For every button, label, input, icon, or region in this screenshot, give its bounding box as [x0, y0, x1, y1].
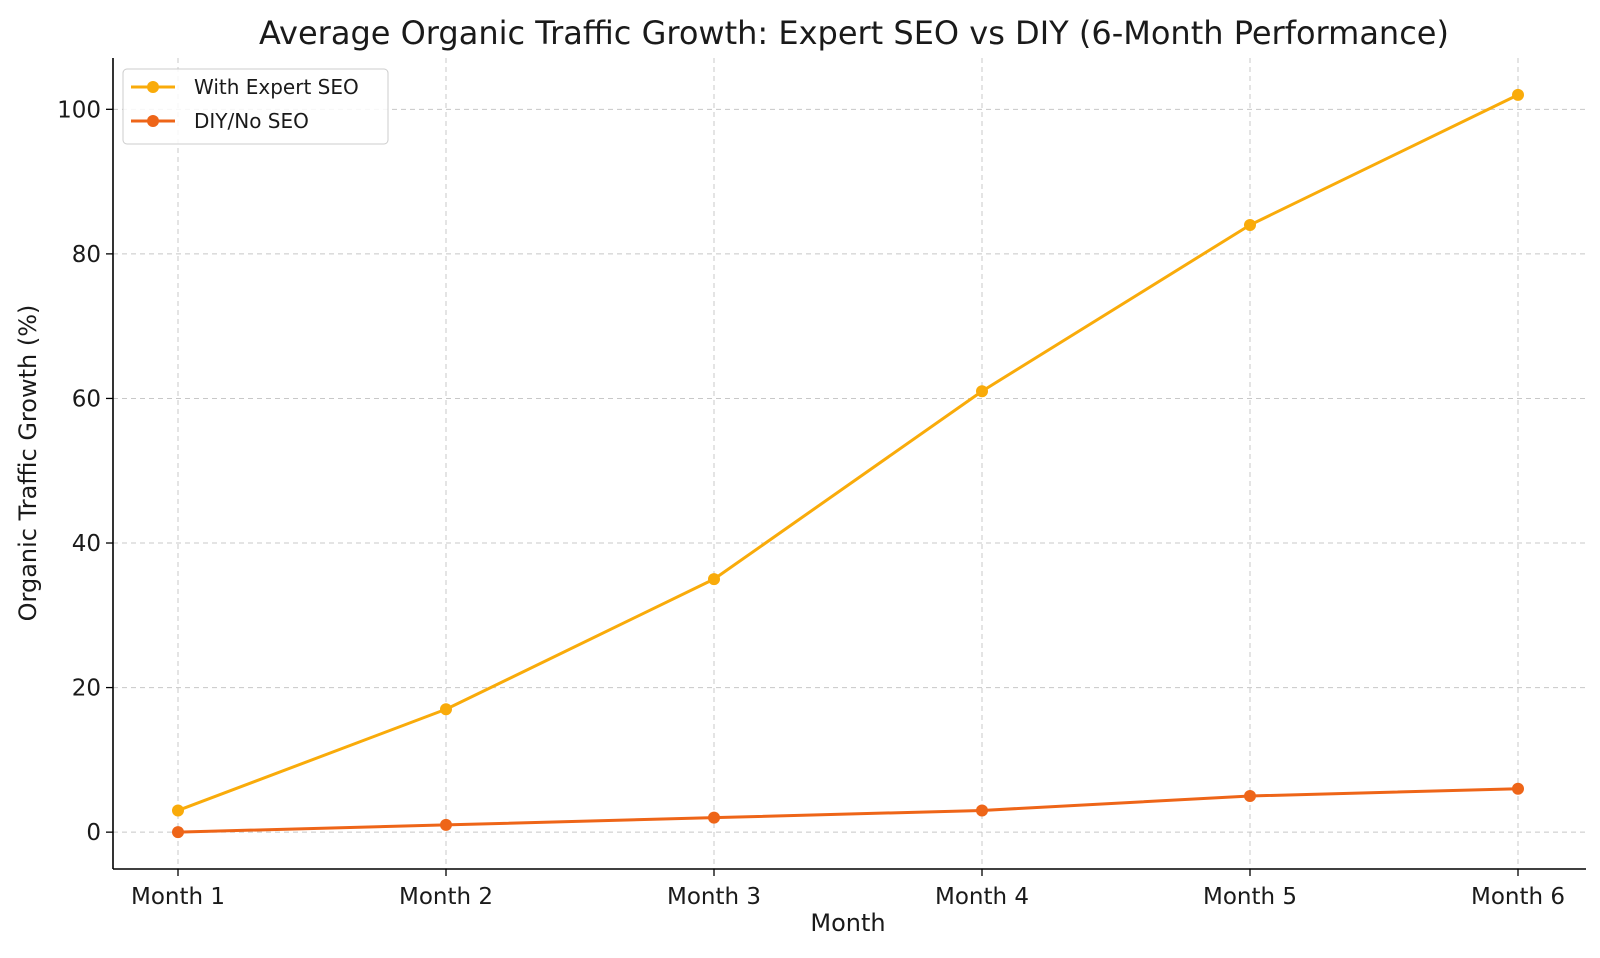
y-tick-label: 100 — [57, 97, 101, 123]
series-line — [176, 93, 1520, 812]
legend-entry: DIY/No SEO — [131, 109, 309, 133]
y-tick-label: 80 — [72, 242, 101, 268]
data-point — [976, 804, 988, 817]
y-axis-label: Organic Traffic Growth (%) — [14, 305, 42, 622]
data-point — [1244, 218, 1256, 231]
x-axis-label: Month — [810, 909, 885, 937]
data-point — [1512, 782, 1524, 795]
x-tick-label: Month 3 — [667, 884, 761, 910]
y-tick-label: 40 — [72, 531, 101, 557]
data-point — [440, 703, 452, 716]
chart-title: Average Organic Traffic Growth: Expert S… — [259, 14, 1449, 52]
grid — [113, 58, 1586, 869]
legend-entry: With Expert SEO — [131, 75, 359, 99]
series-layer — [172, 88, 1524, 839]
x-tick-label: Month 4 — [935, 884, 1029, 910]
legend-marker — [147, 115, 159, 127]
data-point — [976, 385, 988, 398]
x-tick-label: Month 2 — [399, 884, 493, 910]
x-tick-label: Month 5 — [1203, 884, 1297, 910]
legend-label: DIY/No SEO — [194, 109, 309, 133]
data-point — [172, 826, 184, 839]
data-point — [440, 818, 452, 831]
legend-marker — [147, 81, 159, 93]
data-point — [172, 804, 184, 817]
y-tick-label: 20 — [72, 676, 101, 702]
series-1 — [172, 88, 1524, 817]
x-tick-label: Month 1 — [131, 884, 225, 910]
data-point — [708, 573, 720, 586]
x-tick-label: Month 6 — [1471, 884, 1565, 910]
legend-box — [122, 68, 389, 145]
data-point — [1244, 789, 1256, 802]
y-tick-label: 60 — [72, 386, 101, 412]
x-ticks: Month 1 Month 2 Month 3 Month 4 Month 5 Month… — [131, 869, 1565, 910]
series-2 — [172, 782, 1524, 839]
data-point — [1512, 88, 1524, 101]
legend-label: With Expert SEO — [194, 75, 359, 99]
axes — [112, 58, 1586, 870]
y-tick-label: 0 — [86, 820, 101, 846]
legend: With Expert SEO DIY/No SEO — [122, 68, 389, 145]
y-ticks: 0 20 40 60 80 100 — [57, 97, 113, 846]
data-point — [708, 811, 720, 824]
series-line — [176, 787, 1520, 834]
